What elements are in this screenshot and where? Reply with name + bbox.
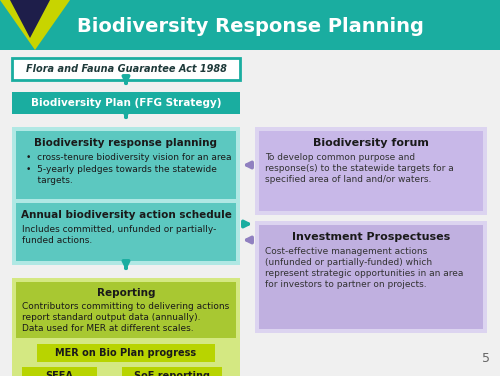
Bar	[0, 0, 500, 50]
Text: To develop common purpose and: To develop common purpose and	[265, 153, 415, 162]
Text: (unfunded or partially-funded) which: (unfunded or partially-funded) which	[265, 258, 432, 267]
Text: report standard output data (annually).: report standard output data (annually).	[22, 313, 201, 322]
Polygon shape	[10, 0, 50, 38]
Bar	[16, 282, 236, 338]
Bar	[12, 127, 240, 265]
Bar	[12, 92, 240, 114]
Text: •  5-yearly pledges towards the statewide: • 5-yearly pledges towards the statewide	[26, 165, 217, 174]
Text: Contributors committing to delivering actions: Contributors committing to delivering ac…	[22, 302, 229, 311]
Text: Biodiversity forum: Biodiversity forum	[313, 138, 429, 148]
Text: •  cross-tenure biodiversity vision for an area: • cross-tenure biodiversity vision for a…	[26, 153, 232, 162]
Bar	[255, 127, 487, 215]
Bar	[37, 344, 215, 362]
Bar	[16, 131, 236, 199]
Bar	[12, 58, 240, 80]
Text: specified area of land and/or waters.: specified area of land and/or waters.	[265, 175, 432, 184]
Text: SEEA: SEEA	[46, 371, 74, 376]
Bar	[0, 50, 500, 376]
Bar	[122, 367, 222, 376]
Text: funded actions.: funded actions.	[22, 236, 92, 245]
Text: Data used for MER at different scales.: Data used for MER at different scales.	[22, 324, 194, 333]
Bar	[259, 131, 483, 211]
Text: Flora and Fauna Guarantee Act 1988: Flora and Fauna Guarantee Act 1988	[26, 64, 226, 74]
Text: Biodiversity Response Planning: Biodiversity Response Planning	[76, 18, 424, 36]
Bar	[255, 221, 487, 333]
Bar	[12, 278, 240, 376]
Bar	[259, 225, 483, 329]
Text: response(s) to the statewide targets for a: response(s) to the statewide targets for…	[265, 164, 454, 173]
Text: 5: 5	[482, 352, 490, 365]
Text: Biodiversity response planning: Biodiversity response planning	[34, 138, 218, 148]
Text: SoE reporting: SoE reporting	[134, 371, 210, 376]
Bar	[16, 203, 236, 261]
Text: represent strategic opportunities in an area: represent strategic opportunities in an …	[265, 269, 464, 278]
Text: Annual biodiversity action schedule: Annual biodiversity action schedule	[20, 210, 232, 220]
Text: Investment Prospectuses: Investment Prospectuses	[292, 232, 450, 242]
Polygon shape	[0, 0, 70, 50]
Text: Cost-effective management actions: Cost-effective management actions	[265, 247, 427, 256]
Text: targets.: targets.	[26, 176, 73, 185]
Text: Reporting: Reporting	[97, 288, 155, 298]
Text: MER on Bio Plan progress: MER on Bio Plan progress	[56, 348, 196, 358]
Text: Biodiversity Plan (FFG Strategy): Biodiversity Plan (FFG Strategy)	[31, 98, 221, 108]
Bar	[22, 367, 97, 376]
Text: for investors to partner on projects.: for investors to partner on projects.	[265, 280, 426, 289]
Text: Includes committed, unfunded or partially-: Includes committed, unfunded or partiall…	[22, 225, 216, 234]
